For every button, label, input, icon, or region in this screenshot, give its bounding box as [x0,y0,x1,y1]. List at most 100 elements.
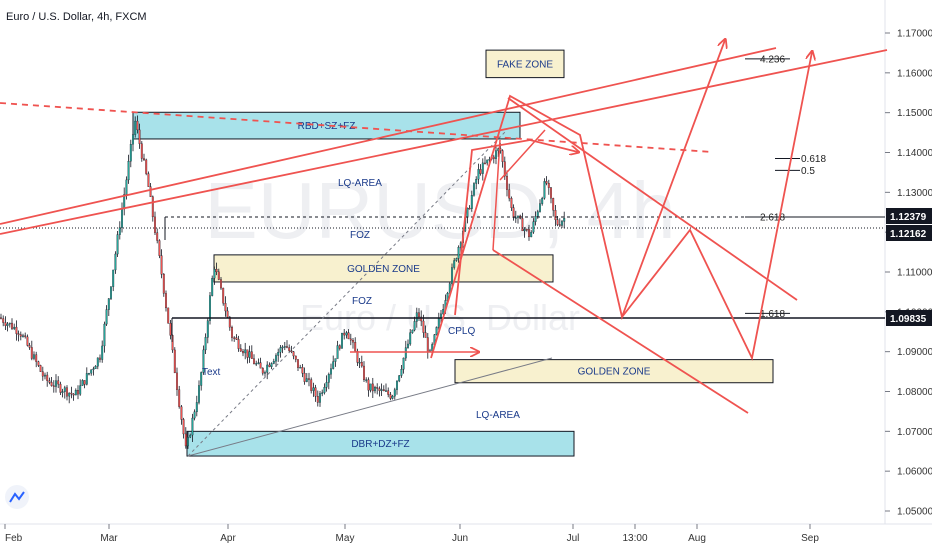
tradingview-logo[interactable] [5,485,29,509]
candle-body [182,419,185,435]
candle-body [277,352,280,356]
candle-body [286,346,288,348]
candle-body [48,380,51,383]
candle-body [231,327,233,338]
candles-layer [0,115,566,449]
candle-body [235,337,238,340]
candle-body [189,434,192,438]
candle-body [545,181,548,184]
candle-body [398,375,401,382]
candle-body [283,346,286,348]
x-tick-label: Aug [688,533,706,544]
candle-body [316,396,319,403]
candle-body [393,389,396,397]
candle-body [248,351,251,358]
candle-body [411,329,414,333]
candle-body [255,363,258,365]
candle-body [380,389,383,391]
candle-body [193,411,196,419]
candle-body [378,388,381,391]
fib-label: 0.5 [801,166,815,177]
candle-body [528,229,530,238]
projection-path-1 [430,40,725,359]
projection-arrows [350,40,812,361]
candle-body [145,159,148,174]
candle-body [195,402,198,413]
candle-body [46,374,49,381]
candle-body [11,322,13,329]
candle-body [184,433,187,447]
candle-body [169,323,172,336]
x-tick-label: Jul [567,533,580,544]
candle-body [363,365,365,381]
candle-body [561,221,563,226]
candle-body [143,158,145,161]
candle-body [374,387,376,392]
candle-body [334,358,337,362]
candle-body [554,210,557,220]
candle-body [253,358,255,365]
candle-body [220,279,222,289]
candle-body [213,269,216,279]
candle-body [301,366,304,374]
x-tick-label: Sep [801,533,819,544]
candle-body [4,322,7,326]
zone-label: FAKE ZONE [497,59,553,70]
price-badge [886,225,932,241]
candle-body [154,216,156,233]
candle-body [470,195,473,209]
candle-body [387,390,390,395]
candle-body [8,322,11,325]
candle-body [198,385,200,403]
candle-body [536,211,539,217]
candle-body [466,207,469,218]
candle-body [332,361,335,369]
candle-body [426,337,429,352]
candle-body [99,357,101,360]
candle-body [517,215,519,218]
y-tick-label: 1.17000 [897,29,932,40]
candle-body [321,392,324,394]
candle-body [35,354,38,362]
candle-body [543,181,546,199]
candle-body [534,216,537,222]
candle-body [451,267,453,284]
annotations: LQ-AREA FOZ FOZ CPLQ Text LQ-AREA [202,178,520,421]
annotation-lq-area-top: LQ-AREA [338,178,382,189]
candle-body [136,120,139,131]
candle-body [39,365,42,372]
candle-body [382,389,385,392]
zone-box[interactable] [485,49,565,79]
candle-body [510,198,513,208]
candle-body [224,303,227,312]
candle-body [239,348,242,352]
candle-body [404,347,407,359]
zone-box[interactable] [186,430,575,457]
zone-box[interactable] [213,254,554,283]
projection-leg [492,139,501,251]
candle-body [563,218,566,222]
channel-upper-1 [0,47,777,225]
candle-body [477,169,480,180]
candle-body [514,217,517,219]
candle-body [167,307,170,324]
candle-body [506,175,508,190]
candle-body [479,169,482,174]
candle-body [468,207,471,210]
candle-body [270,363,273,367]
y-tick-label: 1.13000 [897,188,932,199]
x-tick-label: Jun [452,533,468,544]
candle-body [420,316,423,322]
zone-box[interactable] [454,359,774,384]
time-axis[interactable]: Feb Mar Apr May Jun Jul 13:00 Aug Sep [4,524,819,544]
candle-body [68,392,71,397]
candle-body [206,320,209,338]
price-badge-label: 1.12379 [890,212,927,223]
candle-body [336,345,339,359]
x-tick-label: Apr [220,533,236,544]
candle-body [297,359,299,368]
candle-body [171,335,174,351]
candle-body [475,179,478,184]
candle-body [532,221,535,233]
